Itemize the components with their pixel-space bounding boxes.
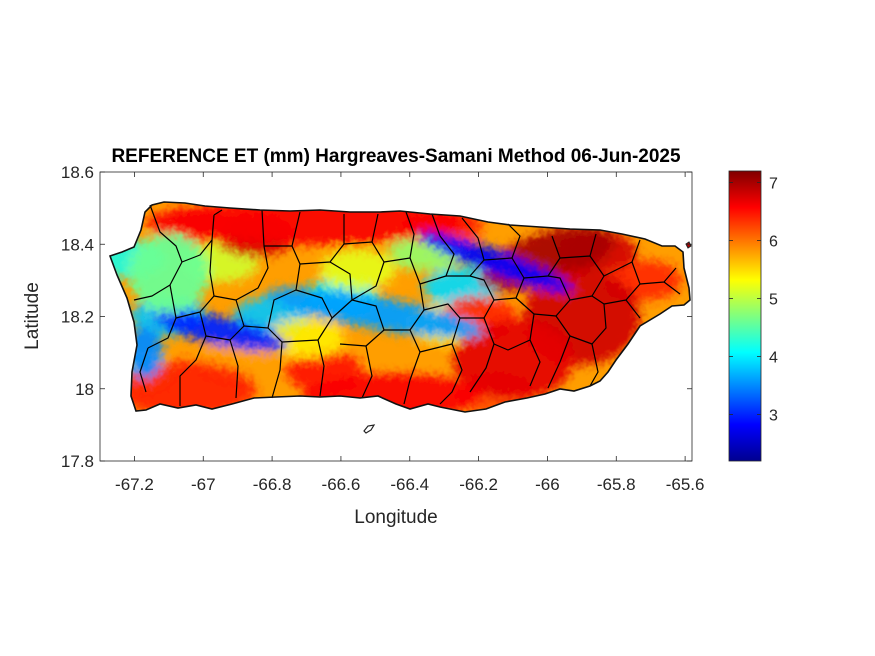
heat-blob-central-south [453, 319, 574, 400]
heat-blob-west-central-ridge [153, 311, 288, 351]
colorbar-gradient [728, 170, 762, 462]
x-tick-label: -65.6 [666, 475, 705, 494]
municipality-boundary [133, 261, 183, 301]
municipality-boundary [147, 284, 177, 349]
municipality-boundary [419, 213, 455, 285]
x-tick-label: -67.2 [115, 475, 154, 494]
municipality-boundary [299, 214, 345, 265]
colorbar-tick-label: 5 [769, 292, 778, 309]
municipality-boundary [631, 239, 641, 263]
municipality-boundary [569, 295, 607, 345]
municipality-boundary [213, 209, 223, 216]
heat-blob [320, 249, 397, 290]
island-outline [108, 201, 691, 413]
x-tick-label: -66.6 [322, 475, 361, 494]
caja-de-muertos-islet [363, 424, 376, 434]
y-tick-label: 18.4 [61, 235, 94, 254]
municipality-boundary [361, 345, 373, 399]
municipality-boundary [663, 281, 681, 295]
municipality-boundary [383, 211, 415, 263]
municipality-boundary [179, 335, 207, 406]
municipality-boundary [547, 315, 571, 389]
municipality-boundary [199, 295, 245, 341]
municipality-boundary [229, 339, 239, 399]
municipality-boundary [507, 223, 521, 259]
municipality-boundary [589, 233, 597, 257]
x-tick-label: -66 [535, 475, 560, 494]
municipality-boundary [529, 339, 541, 387]
desecheo-island-edge [685, 241, 692, 249]
municipality-boundary [235, 209, 269, 301]
y-axis-label: Latitude [22, 282, 43, 350]
x-axis-ticks: -67.2 -67 -66.8 -66.6 -66.4 -66.2 -66 -65.8 -65.… [115, 172, 704, 494]
colorbar-tick-label: 6 [769, 234, 778, 251]
y-tick-label: 18 [75, 380, 94, 399]
municipality-boundary [351, 241, 385, 301]
heat-blob-central-ridge [266, 288, 484, 338]
x-tick-label: -66.4 [390, 475, 429, 494]
heatmap-layer [110, 202, 690, 412]
municipality-boundary [291, 211, 301, 247]
municipality-boundary [469, 317, 495, 393]
municipality-boundary [523, 235, 561, 279]
municipality-boundary [409, 257, 425, 331]
municipality-boundary [139, 347, 149, 393]
colorbar: 7 6 5 4 3 [728, 170, 778, 462]
y-tick-label: 17.8 [61, 452, 94, 471]
plot-title: REFERENCE ET (mm) Hargreaves-Samani Meth… [111, 146, 681, 167]
municipality-boundary [625, 299, 641, 319]
colorbar-tick-label: 4 [769, 350, 778, 367]
municipality-boundary [439, 343, 463, 405]
colorbar-tick-label: 7 [769, 176, 778, 193]
x-axis-label: Longitude [354, 507, 437, 528]
x-tick-label: -67 [191, 475, 216, 494]
municipality-boundary [589, 343, 599, 387]
municipality-boundary [181, 214, 215, 263]
municipality-boundary [149, 204, 183, 263]
x-tick-label: -65.8 [597, 475, 636, 494]
y-tick-label: 18.2 [61, 308, 94, 327]
colorbar-ticks: 7 6 5 4 3 [729, 176, 778, 425]
x-tick-label: -66.2 [459, 475, 498, 494]
heat-blob-northwest [128, 233, 209, 314]
municipality-boundary [317, 339, 325, 397]
municipality-boundary [329, 261, 353, 319]
x-tick-label: -66.8 [253, 475, 292, 494]
y-axis-ticks: 18.6 18.4 18.2 18 17.8 [61, 163, 692, 471]
y-tick-label: 18.6 [61, 163, 94, 182]
colorbar-tick-label: 3 [769, 408, 778, 425]
municipality-boundary [264, 245, 301, 329]
municipality-boundaries [133, 204, 681, 406]
